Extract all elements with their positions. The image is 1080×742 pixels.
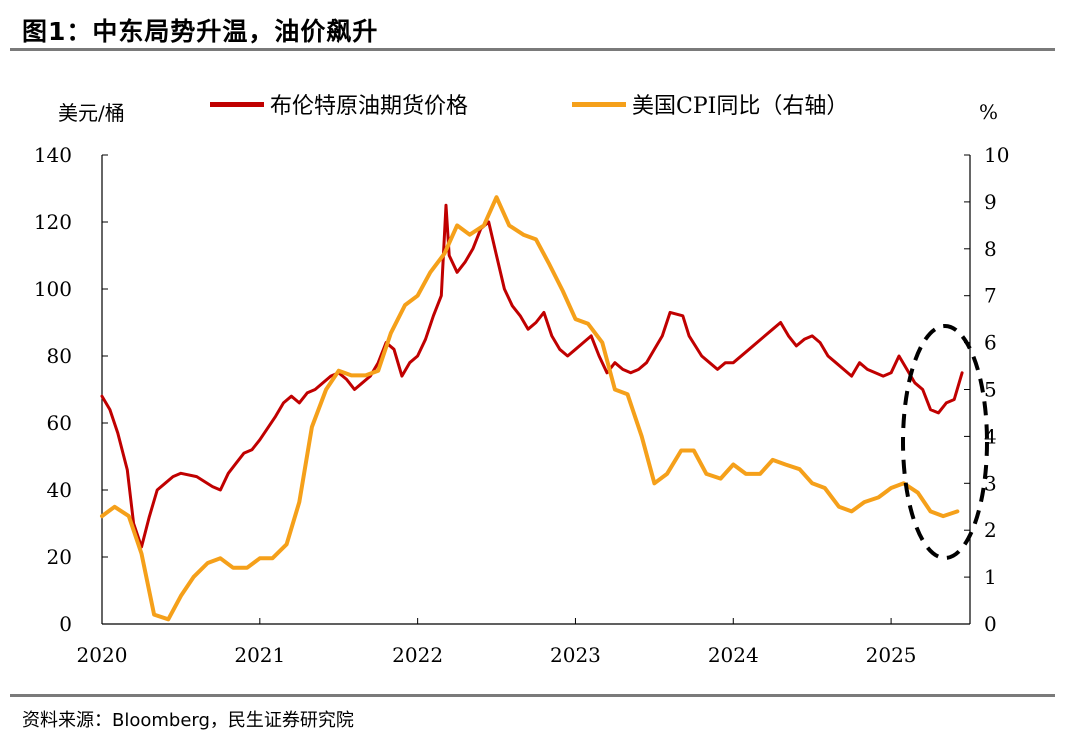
y-right-tick-label: 1 bbox=[984, 565, 997, 589]
y-left-tick-label: 100 bbox=[34, 277, 72, 301]
x-tick-label: 2020 bbox=[77, 643, 128, 667]
legend-item-cpi: 美国CPI同比（右轴） bbox=[572, 88, 848, 120]
y-right-tick-label: 3 bbox=[984, 471, 997, 495]
y-right-tick-label: 8 bbox=[984, 237, 997, 261]
brent-price-line bbox=[100, 203, 964, 549]
x-tick-label: 2025 bbox=[866, 643, 917, 667]
chart-series bbox=[100, 195, 964, 622]
x-tick-label: 2023 bbox=[550, 643, 601, 667]
y-left-tick-label: 80 bbox=[47, 344, 72, 368]
x-tick-label: 2022 bbox=[392, 643, 443, 667]
y-left-tick-label: 20 bbox=[47, 545, 72, 569]
x-tick-label: 2021 bbox=[234, 643, 285, 667]
right-axis-unit: % bbox=[979, 100, 999, 124]
legend-swatch-brent bbox=[210, 101, 264, 107]
y-left-tick-label: 60 bbox=[47, 411, 72, 435]
y-right-tick-label: 5 bbox=[984, 378, 997, 402]
legend-label-brent: 布伦特原油期货价格 bbox=[270, 94, 469, 119]
y-right-tick-label: 2 bbox=[984, 518, 997, 542]
left-axis-unit: 美元/桶 bbox=[58, 101, 125, 125]
legend-swatch-cpi bbox=[572, 101, 626, 107]
highlight-ellipse bbox=[901, 324, 989, 560]
footer-divider bbox=[10, 694, 1055, 697]
y-right-tick-label: 7 bbox=[984, 284, 997, 308]
us-cpi-line bbox=[100, 195, 960, 622]
y-right-tick-label: 9 bbox=[984, 190, 997, 214]
figure-title: 图1：中东局势升温，油价飙升 bbox=[22, 17, 379, 46]
y-left-tick-label: 120 bbox=[34, 210, 72, 234]
y-left-tick-label: 140 bbox=[34, 143, 72, 167]
y-left-tick-label: 40 bbox=[47, 478, 72, 502]
y-right-tick-label: 0 bbox=[984, 612, 997, 636]
legend-label-cpi: 美国CPI同比（右轴） bbox=[632, 94, 849, 119]
legend-item-brent: 布伦特原油期货价格 bbox=[210, 88, 468, 120]
x-tick-label: 2024 bbox=[708, 643, 759, 667]
source-note: 资料来源：Bloomberg，民生证券研究院 bbox=[22, 710, 354, 731]
y-right-tick-label: 6 bbox=[984, 331, 997, 355]
y-left-tick-label: 0 bbox=[59, 612, 72, 636]
title-divider bbox=[10, 48, 1055, 51]
y-right-tick-label: 10 bbox=[984, 143, 1009, 167]
